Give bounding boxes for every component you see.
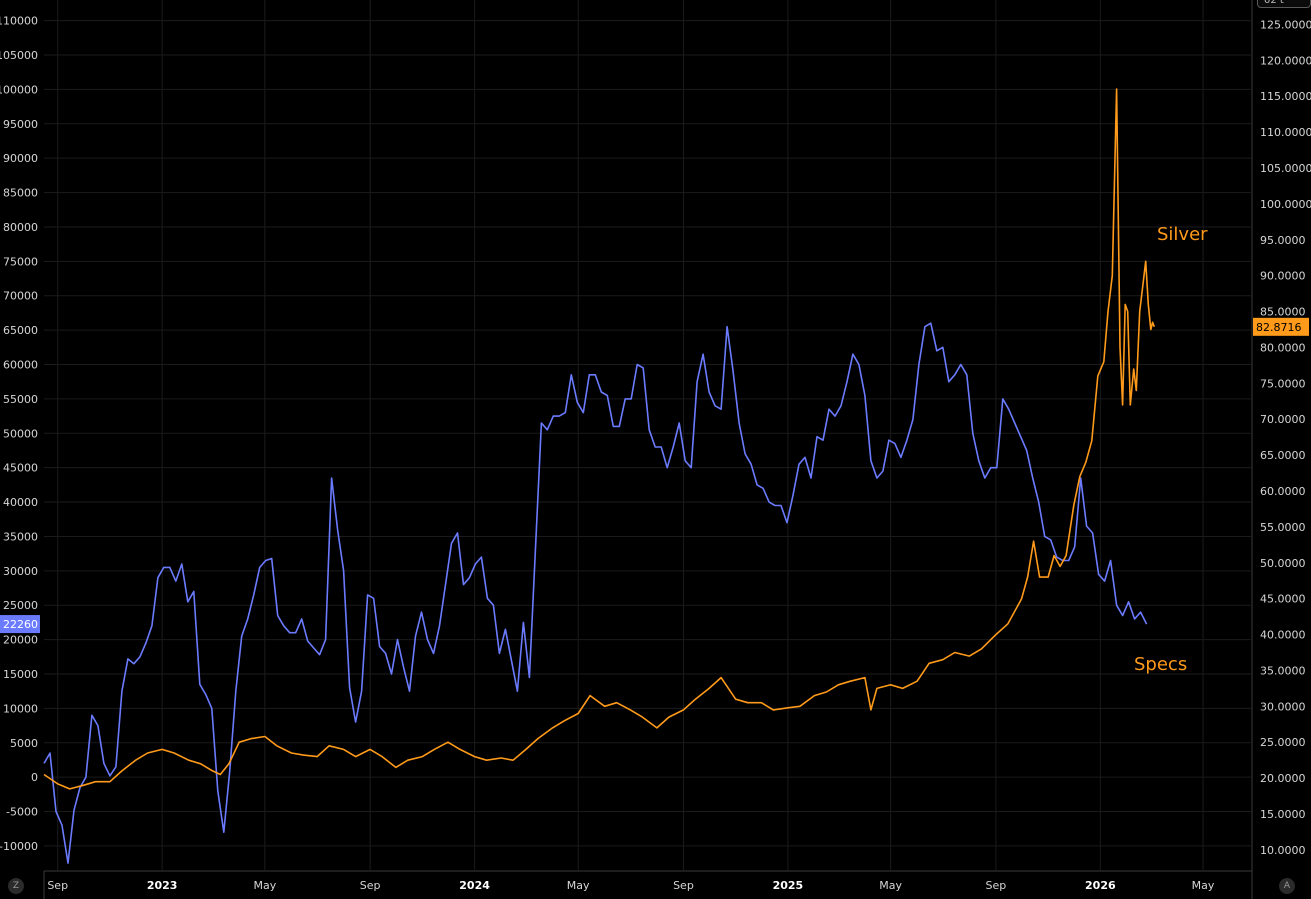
gridlines [43, 0, 1253, 899]
left-corner-button[interactable]: Z [8, 878, 24, 894]
right-tick-label: 90.0000 [1260, 270, 1306, 283]
left-tick-label: 10000 [3, 702, 38, 715]
left-tick-label: 30000 [3, 565, 38, 578]
right-tick-label: 30.0000 [1260, 700, 1306, 713]
right-tick-label: 65.0000 [1260, 449, 1306, 462]
x-tick-label: Sep [360, 879, 381, 892]
x-tick-label: Sep [986, 879, 1007, 892]
left-axis: 1100001050001000009500090000850008000075… [0, 15, 38, 853]
x-tick-label: May [879, 879, 902, 892]
annotation-specs: Specs [1134, 654, 1187, 675]
left-tick-label: 100000 [0, 83, 38, 96]
right-tick-label: 115.0000 [1260, 90, 1311, 103]
left-tick-label: 75000 [3, 255, 38, 268]
left-tick-label: 5000 [10, 737, 38, 750]
left-tick-label: -5000 [6, 806, 38, 819]
left-tick-label: 0 [31, 771, 38, 784]
x-tick-label: May [253, 879, 276, 892]
left-tick-label: 65000 [3, 324, 38, 337]
annotation-silver: Silver [1157, 224, 1208, 245]
top-widget[interactable]: 02 t [1257, 0, 1311, 8]
last-value-badge-silver [1253, 317, 1309, 336]
left-tick-label: 40000 [3, 496, 38, 509]
series-line-silver [43, 88, 1156, 790]
right-axis: 125.0000 120.0000 115.0000 110.0000 105.0000… [1260, 18, 1311, 856]
right-tick-label: 85.0000 [1260, 306, 1306, 319]
left-tick-label: 110000 [0, 15, 38, 28]
left-tick-label: 35000 [3, 530, 38, 543]
series-line-specs [43, 322, 1148, 864]
x-tick-label: May [567, 879, 590, 892]
right-tick-label: 40.0000 [1260, 629, 1306, 642]
right-tick-label: 100.0000 [1260, 198, 1311, 211]
x-tick-label: May [1192, 879, 1215, 892]
right-tick-label: 55.0000 [1260, 521, 1306, 534]
right-tick-label: 110.0000 [1260, 126, 1311, 139]
left-tick-label: 95000 [3, 118, 38, 131]
right-tick-label: 60.0000 [1260, 485, 1306, 498]
left-tick-label: 45000 [3, 462, 38, 475]
left-tick-label: 55000 [3, 393, 38, 406]
left-tick-label: 15000 [3, 668, 38, 681]
last-value-badge-specs [0, 615, 40, 634]
right-tick-label: 70.0000 [1260, 413, 1306, 426]
right-tick-label: 75.0000 [1260, 377, 1306, 390]
x-tick-label: 2024 [459, 879, 490, 892]
right-tick-label: 45.0000 [1260, 593, 1306, 606]
right-tick-label: 20.0000 [1260, 772, 1306, 785]
left-tick-label: 105000 [0, 49, 38, 62]
right-tick-label: 35.0000 [1260, 664, 1306, 677]
x-tick-label: 2023 [147, 879, 178, 892]
left-tick-label: 25000 [3, 599, 38, 612]
left-tick-label: 60000 [3, 359, 38, 372]
last-value-text-silver: 82.8716 [1256, 321, 1302, 334]
x-tick-label: 2025 [773, 879, 804, 892]
x-tick-label: 2026 [1085, 879, 1116, 892]
labels-layer: 22260 82.8716 Silver Specs [0, 224, 1309, 675]
auto-scale-button[interactable]: A [1279, 878, 1295, 894]
right-tick-label: 25.0000 [1260, 736, 1306, 749]
right-tick-label: 105.0000 [1260, 162, 1311, 175]
right-tick-label: 95.0000 [1260, 234, 1306, 247]
left-tick-label: 70000 [3, 290, 38, 303]
right-tick-label: 120.0000 [1260, 54, 1311, 67]
right-tick-label: 80.0000 [1260, 341, 1306, 354]
left-tick-label: 80000 [3, 221, 38, 234]
left-tick-label: -10000 [0, 840, 38, 853]
left-tick-label: 85000 [3, 187, 38, 200]
right-tick-label: 10.0000 [1260, 844, 1306, 857]
right-tick-label: 50.0000 [1260, 557, 1306, 570]
last-value-text-specs: 22260 [3, 618, 38, 631]
left-tick-label: 90000 [3, 152, 38, 165]
x-tick-label: Sep [673, 879, 694, 892]
series-layer [43, 88, 1156, 864]
left-tick-label: 50000 [3, 427, 38, 440]
right-tick-label: 125.0000 [1260, 18, 1311, 31]
left-tick-label: 20000 [3, 634, 38, 647]
x-tick-label: Sep [47, 879, 68, 892]
x-axis: Sep 2023 May Sep 2024 May Sep 2025 May Sep 2026 May [47, 879, 1215, 892]
right-tick-label: 15.0000 [1260, 808, 1306, 821]
